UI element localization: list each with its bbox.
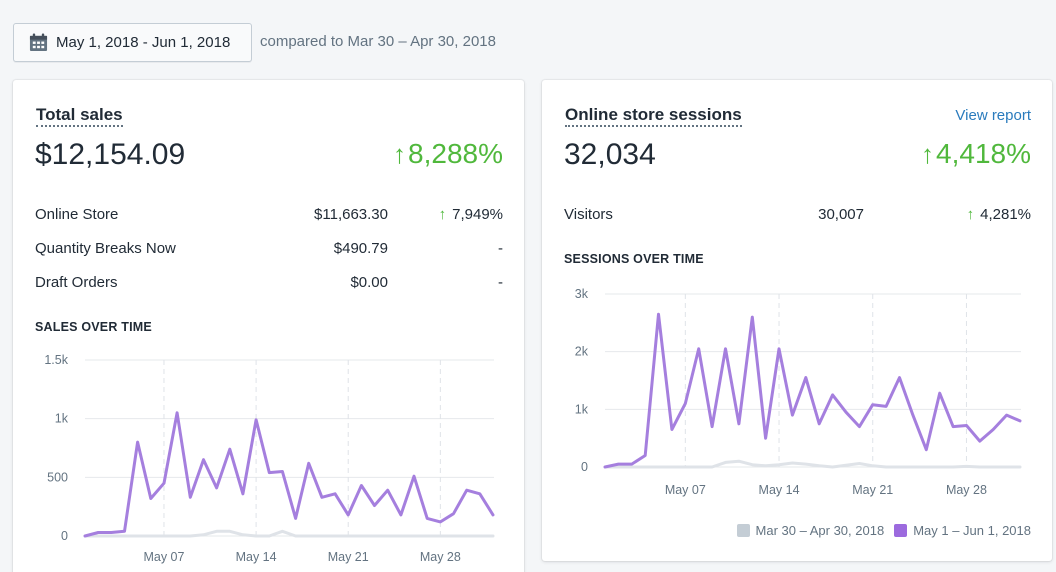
x-tick-label: May 21 bbox=[328, 550, 369, 564]
x-tick-label: May 28 bbox=[946, 483, 987, 497]
series-line-current bbox=[603, 312, 1022, 469]
sales-row-quantity-breaks: Quantity Breaks Now $490.79 - bbox=[35, 240, 503, 260]
sales-chart-title: SALES OVER TIME bbox=[35, 320, 152, 334]
y-tick-label: 0 bbox=[581, 460, 588, 474]
sales-row-change-value: 7,949% bbox=[452, 206, 503, 223]
sales-row-change: ↑ 7,949% bbox=[439, 206, 503, 223]
x-tick-label: May 07 bbox=[143, 550, 184, 564]
legend-swatch-current bbox=[894, 524, 908, 537]
y-tick-label: 1k bbox=[575, 402, 589, 416]
calendar-icon bbox=[29, 33, 48, 52]
sales-row-name: Online Store bbox=[35, 206, 119, 223]
sales-row-change: - bbox=[498, 240, 503, 257]
sessions-row-change: ↑ 4,281% bbox=[967, 206, 1031, 223]
sales-row-change: - bbox=[498, 274, 503, 291]
x-tick-label: May 07 bbox=[665, 483, 706, 497]
sessions-row-visitors: Visitors 30,007 ↑ 4,281% bbox=[564, 206, 1031, 226]
total-sales-card: Total sales $12,154.09 ↑ 8,288% Online S… bbox=[13, 80, 524, 572]
y-tick-label: 500 bbox=[47, 470, 68, 484]
x-tick-label: May 21 bbox=[852, 483, 893, 497]
x-tick-label: May 14 bbox=[236, 550, 277, 564]
sales-row-online-store: Online Store $11,663.30 ↑ 7,949% bbox=[35, 206, 503, 226]
arrow-up-icon: ↑ bbox=[966, 206, 975, 223]
y-tick-label: 3k bbox=[575, 287, 589, 301]
sessions-chart-title: SESSIONS OVER TIME bbox=[564, 252, 704, 266]
sessions-title[interactable]: Online store sessions bbox=[565, 105, 742, 127]
sessions-card: Online store sessions View report 32,034… bbox=[542, 80, 1052, 561]
sales-row-change-value: - bbox=[498, 274, 503, 291]
arrow-up-icon: ↑ bbox=[438, 206, 447, 223]
arrow-up-icon: ↑ bbox=[921, 138, 935, 169]
total-sales-change-value: 8,288% bbox=[408, 138, 503, 169]
sessions-change: ↑ 4,418% bbox=[921, 138, 1031, 170]
legend-item-previous[interactable]: Mar 30 – Apr 30, 2018 bbox=[736, 523, 885, 538]
y-tick-label: 0 bbox=[61, 529, 68, 543]
total-sales-value: $12,154.09 bbox=[35, 138, 186, 171]
total-sales-title[interactable]: Total sales bbox=[36, 105, 123, 127]
sales-row-name: Draft Orders bbox=[35, 274, 118, 291]
sessions-row-name: Visitors bbox=[564, 206, 613, 223]
sessions-change-value: 4,418% bbox=[936, 138, 1031, 169]
legend-label-previous: Mar 30 – Apr 30, 2018 bbox=[755, 523, 885, 538]
sessions-row-value: 30,007 bbox=[818, 206, 864, 223]
date-range-label: May 1, 2018 - Jun 1, 2018 bbox=[56, 34, 231, 51]
sales-row-change-value: - bbox=[498, 240, 503, 257]
y-tick-label: 1.5k bbox=[44, 353, 68, 367]
series-line-current bbox=[83, 411, 495, 538]
series-line-previous bbox=[83, 529, 495, 538]
legend-item-current[interactable]: May 1 – Jun 1, 2018 bbox=[894, 523, 1031, 538]
sales-row-value: $0.00 bbox=[350, 274, 388, 291]
arrow-up-icon: ↑ bbox=[393, 138, 407, 169]
chart-legend: Mar 30 – Apr 30, 2018 May 1 – Jun 1, 201… bbox=[727, 523, 1031, 538]
legend-swatch-previous bbox=[736, 524, 750, 537]
sessions-value: 32,034 bbox=[564, 138, 656, 171]
sessions-over-time-chart[interactable]: 0 1k 2k 3k May 07 May 14 May 21 May 28 bbox=[542, 80, 1052, 561]
series-line-previous bbox=[603, 459, 1022, 469]
view-report-link[interactable]: View report bbox=[955, 107, 1031, 124]
sales-row-value: $490.79 bbox=[333, 240, 388, 257]
sales-over-time-chart[interactable]: 0 500 1k 1.5k May 07 May 14 May 21 May 28 bbox=[13, 80, 524, 572]
sessions-row-change-value: 4,281% bbox=[980, 206, 1031, 223]
compare-text: compared to Mar 30 – Apr 30, 2018 bbox=[260, 33, 496, 50]
x-tick-label: May 14 bbox=[759, 483, 800, 497]
y-tick-label: 1k bbox=[55, 412, 69, 426]
date-range-button[interactable]: May 1, 2018 - Jun 1, 2018 bbox=[13, 23, 252, 62]
sales-row-draft-orders: Draft Orders $0.00 - bbox=[35, 274, 503, 294]
total-sales-change: ↑ 8,288% bbox=[393, 138, 503, 170]
x-tick-label: May 28 bbox=[420, 550, 461, 564]
legend-label-current: May 1 – Jun 1, 2018 bbox=[913, 523, 1031, 538]
sales-row-value: $11,663.30 bbox=[314, 206, 388, 223]
y-tick-label: 2k bbox=[575, 345, 589, 359]
sales-row-name: Quantity Breaks Now bbox=[35, 240, 176, 257]
